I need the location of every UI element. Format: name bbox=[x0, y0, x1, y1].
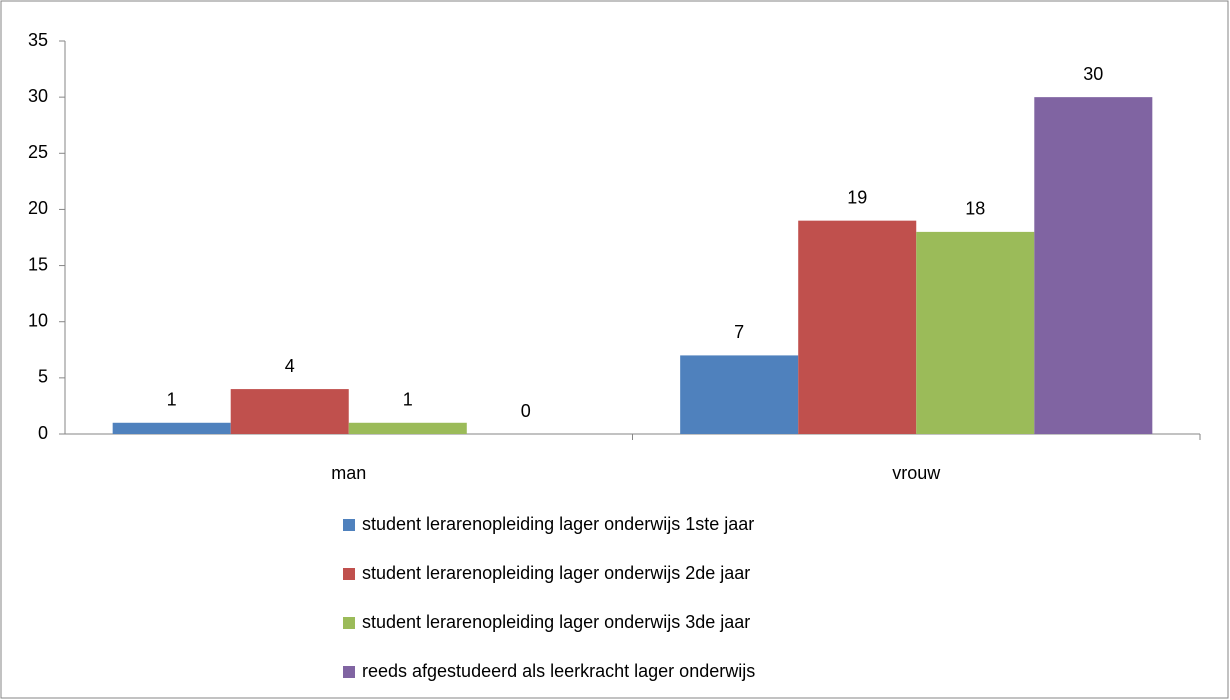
data-label: 0 bbox=[521, 401, 531, 421]
y-tick-label: 20 bbox=[28, 198, 48, 218]
data-label: 19 bbox=[847, 187, 867, 207]
legend-swatch bbox=[343, 519, 355, 531]
bar bbox=[1034, 97, 1153, 435]
data-label: 7 bbox=[734, 322, 744, 342]
legend-swatch bbox=[343, 617, 355, 629]
data-label: 1 bbox=[167, 390, 177, 410]
y-tick-label: 25 bbox=[28, 142, 48, 162]
x-tick-label: vrouw bbox=[892, 463, 941, 483]
bar bbox=[798, 220, 917, 434]
y-tick-label: 30 bbox=[28, 86, 48, 106]
y-tick-label: 35 bbox=[28, 30, 48, 50]
y-tick-label: 5 bbox=[38, 367, 48, 387]
y-tick-label: 10 bbox=[28, 310, 48, 330]
y-tick-label: 0 bbox=[38, 423, 48, 443]
data-label: 18 bbox=[965, 199, 985, 219]
data-label: 4 bbox=[285, 356, 295, 376]
bar bbox=[680, 355, 799, 434]
legend-label: student lerarenopleiding lager onderwijs… bbox=[362, 514, 754, 534]
legend-label: student lerarenopleiding lager onderwijs… bbox=[362, 563, 750, 583]
data-label: 1 bbox=[403, 390, 413, 410]
bar bbox=[112, 422, 231, 434]
data-label: 30 bbox=[1083, 64, 1103, 84]
bar bbox=[916, 231, 1035, 434]
legend-swatch bbox=[343, 666, 355, 678]
legend-label: student lerarenopleiding lager onderwijs… bbox=[362, 612, 750, 632]
bar bbox=[348, 422, 467, 434]
legend-label: reeds afgestudeerd als leerkracht lager … bbox=[362, 661, 755, 681]
legend-swatch bbox=[343, 568, 355, 580]
bar bbox=[230, 389, 349, 434]
y-tick-label: 15 bbox=[28, 254, 48, 274]
x-tick-label: man bbox=[331, 463, 366, 483]
